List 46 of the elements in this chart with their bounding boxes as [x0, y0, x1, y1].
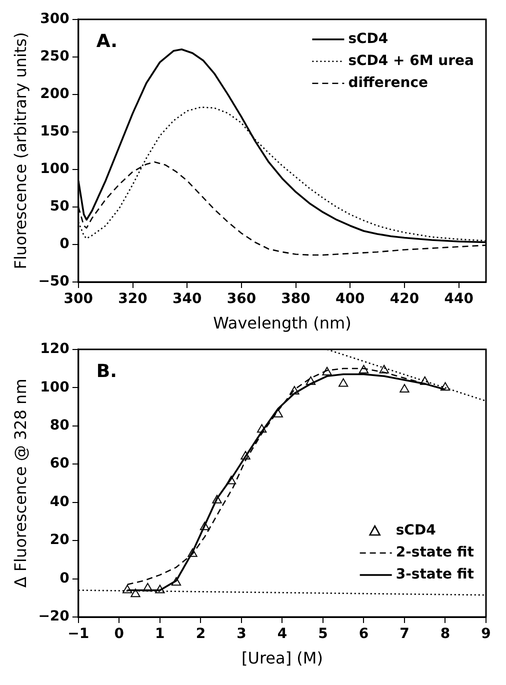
x-tick-label: 380 [281, 291, 311, 308]
y-tick-label: 80 [50, 418, 70, 434]
legend-label: sCD4 [348, 31, 388, 48]
x-tick-label: 5 [318, 626, 328, 642]
legend-label: 3-state fit [396, 566, 474, 583]
x-axis-title: [Urea] (M) [241, 648, 323, 668]
x-tick-label: 4 [277, 626, 288, 642]
y-tick-label: 50 [50, 198, 70, 215]
y-axis-title: Fluorescence (arbitrary units) [10, 32, 30, 270]
y-tick-label: 120 [40, 341, 70, 358]
annotation: B. [96, 361, 117, 382]
y-tick-label: 200 [40, 86, 70, 102]
annotation: A. [96, 31, 118, 52]
y-tick-label: 0 [60, 236, 70, 252]
legend-label: 2-state fit [396, 544, 474, 561]
y-tick-label: 100 [40, 379, 70, 396]
y-axis-title: Δ Fluorescence @ 328 nm [10, 378, 30, 588]
x-tick-label: 7 [400, 626, 410, 642]
x-tick-label: −1 [68, 626, 90, 642]
x-tick-label: 360 [226, 291, 256, 308]
x-tick-label: 8 [440, 626, 450, 642]
x-tick-label: 420 [390, 291, 420, 308]
x-tick-label: 400 [336, 291, 366, 308]
y-tick-label: 20 [50, 532, 70, 548]
x-tick-label: 6 [358, 626, 369, 642]
y-tick-label: 60 [50, 456, 70, 472]
x-tick-label: 1 [155, 626, 165, 642]
x-tick-label: 440 [444, 291, 474, 308]
x-tick-label: 320 [118, 291, 148, 308]
legend-label: sCD4 [396, 522, 436, 539]
x-axis-title: Wavelength (nm) [213, 314, 352, 333]
y-tick-label: 100 [40, 161, 70, 178]
y-tick-label: 0 [60, 570, 70, 586]
y-tick-label: 250 [40, 48, 70, 65]
x-tick-label: 2 [196, 626, 206, 642]
y-tick-label: −50 [38, 274, 70, 290]
x-tick-label: 9 [481, 626, 491, 642]
y-tick-label: 150 [40, 124, 70, 140]
legend-label: sCD4 + 6M urea [348, 53, 474, 70]
legend-label: difference [348, 75, 428, 92]
y-tick-label: 40 [50, 494, 70, 510]
x-tick-label: 3 [236, 626, 246, 642]
x-tick-label: 0 [114, 626, 124, 642]
y-tick-label: −20 [38, 608, 70, 625]
x-tick-label: 340 [172, 291, 202, 308]
y-tick-label: 300 [40, 11, 70, 28]
